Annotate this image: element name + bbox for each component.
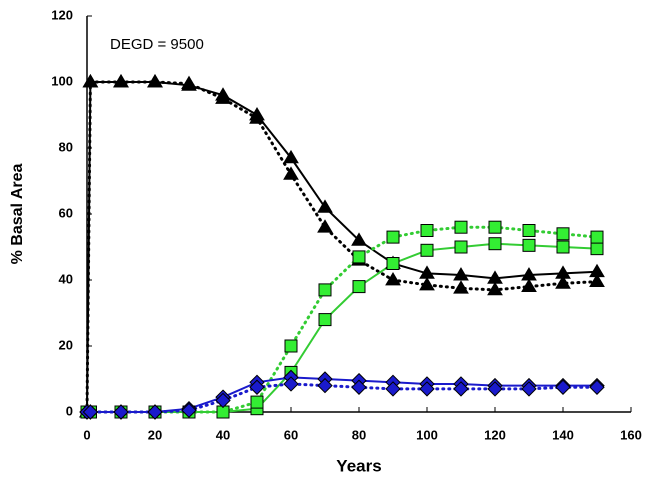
x-tick-label: 160 (620, 427, 642, 442)
marker (181, 75, 197, 90)
marker (113, 404, 129, 420)
marker (589, 273, 605, 288)
marker (454, 240, 468, 254)
marker (385, 272, 401, 286)
x-tick-label: 120 (484, 427, 506, 442)
marker (215, 90, 231, 104)
marker (352, 280, 366, 294)
marker (522, 224, 536, 237)
series-line (86, 376, 598, 413)
marker (556, 240, 570, 254)
marker (317, 219, 333, 233)
series-line (86, 81, 598, 413)
marker (283, 149, 299, 164)
marker (420, 243, 434, 257)
marker (555, 275, 571, 289)
y-axis-label: % Basal Area (9, 164, 26, 265)
x-tick-label: 20 (148, 427, 162, 442)
x-tick-label: 100 (416, 427, 438, 442)
marker (318, 313, 332, 327)
marker (385, 381, 401, 397)
marker (82, 404, 99, 420)
x-tick-label: 40 (216, 427, 230, 442)
marker (454, 220, 468, 234)
marker (386, 257, 400, 270)
marker (283, 376, 299, 392)
marker (453, 280, 469, 294)
marker (317, 199, 333, 213)
y-tick-label: 100 (51, 73, 73, 88)
marker (249, 110, 265, 124)
marker (453, 267, 469, 281)
marker (181, 402, 197, 419)
marker (589, 379, 605, 395)
marker (488, 237, 502, 251)
marker (555, 379, 571, 395)
x-tick-label: 80 (352, 427, 366, 442)
series-line (85, 382, 599, 414)
marker (419, 276, 435, 291)
marker (351, 379, 367, 395)
marker (147, 404, 163, 420)
marker (215, 392, 231, 409)
marker (147, 74, 163, 88)
marker (386, 230, 400, 244)
annotation: DEGD = 9500 (110, 36, 204, 53)
marker (284, 339, 298, 353)
marker (318, 283, 332, 297)
marker (488, 220, 502, 234)
marker (522, 238, 536, 252)
marker (590, 242, 604, 256)
marker (82, 74, 99, 88)
y-tick-label: 120 (51, 7, 73, 22)
marker (419, 381, 435, 397)
marker (352, 250, 366, 264)
marker (420, 224, 434, 237)
x-axis-label: Years (336, 456, 381, 475)
y-tick-label: 40 (59, 271, 73, 286)
marker (283, 166, 299, 180)
marker (487, 281, 503, 296)
y-tick-label: 0 (66, 403, 73, 418)
marker (317, 377, 333, 394)
marker (453, 381, 469, 397)
marker (590, 230, 604, 244)
marker (351, 232, 367, 246)
y-tick-label: 20 (59, 337, 73, 352)
marker (556, 227, 570, 241)
x-tick-label: 60 (284, 427, 298, 442)
x-tick-label: 0 (83, 427, 90, 442)
marker (521, 381, 537, 397)
marker (487, 381, 503, 397)
series-line (85, 80, 599, 414)
marker (249, 379, 265, 395)
marker (521, 278, 537, 292)
marker (250, 395, 264, 409)
y-tick-label: 80 (59, 139, 73, 154)
series-line (85, 225, 599, 414)
y-tick-label: 60 (59, 205, 73, 220)
marker (113, 74, 129, 88)
x-tick-label: 140 (552, 427, 574, 442)
